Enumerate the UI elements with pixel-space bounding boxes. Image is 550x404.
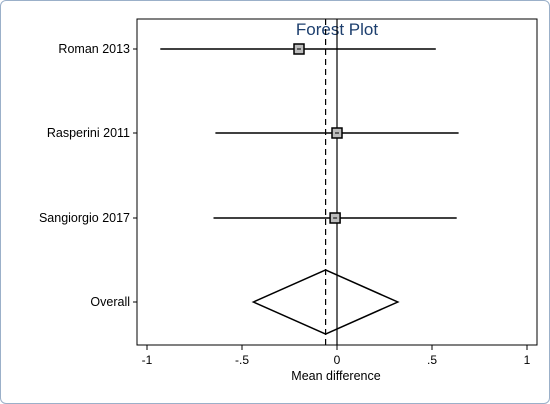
- x-axis-label: Mean difference: [291, 369, 380, 383]
- x-tick-label: .5: [427, 353, 437, 367]
- x-tick-label: 0: [334, 353, 341, 367]
- study-label-roman-2013: Roman 2013: [58, 42, 130, 56]
- x-tick-label: -1: [142, 353, 153, 367]
- overall-diamond: [251, 269, 400, 335]
- study-label-sangiorgio-2017: Sangiorgio 2017: [39, 211, 130, 225]
- overall-label: Overall: [90, 295, 130, 309]
- x-tick-label: 1: [524, 353, 531, 367]
- study-label-rasperini-2011: Rasperini 2011: [47, 126, 130, 140]
- x-tick-label: -.5: [235, 353, 249, 367]
